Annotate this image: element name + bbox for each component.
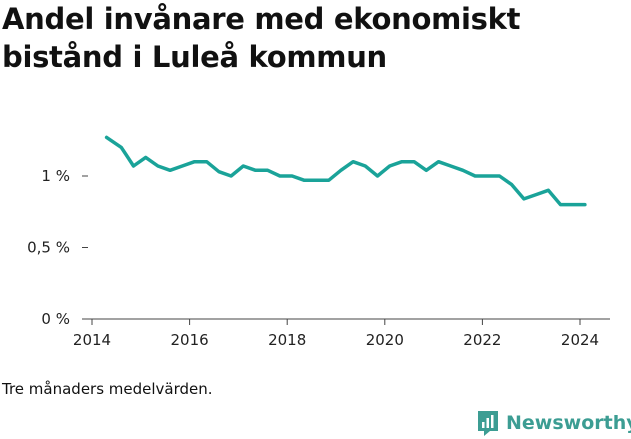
x-tick-label: 2020 — [366, 331, 404, 349]
y-tick-label: 1 % — [41, 167, 70, 185]
x-tick-label: 2018 — [268, 331, 306, 349]
x-tick-label: 2016 — [171, 331, 209, 349]
line-chart: 0 % 0,5 % 1 % 2014 2016 2018 2020 2022 2024 — [27, 135, 610, 349]
y-tick-label: 0,5 % — [27, 239, 70, 257]
brand-logo: Newsworthy — [476, 408, 631, 438]
chart-note: Tre månaders medelvärden. — [2, 380, 213, 398]
chart-ticks: 0 % 0,5 % 1 % 2014 2016 2018 2020 2022 2024 — [27, 167, 599, 349]
chart-title: Andel invånare med ekonomiskt bistånd i … — [2, 2, 521, 74]
brand-name: Newsworthy — [506, 412, 631, 434]
y-tick-label: 0 % — [41, 310, 70, 328]
x-tick-label: 2022 — [463, 331, 501, 349]
x-tick-label: 2014 — [73, 331, 111, 349]
x-tick-label: 2024 — [561, 331, 599, 349]
series-line — [104, 135, 587, 207]
chart-series — [104, 135, 587, 207]
newsworthy-logo-icon — [478, 411, 498, 436]
